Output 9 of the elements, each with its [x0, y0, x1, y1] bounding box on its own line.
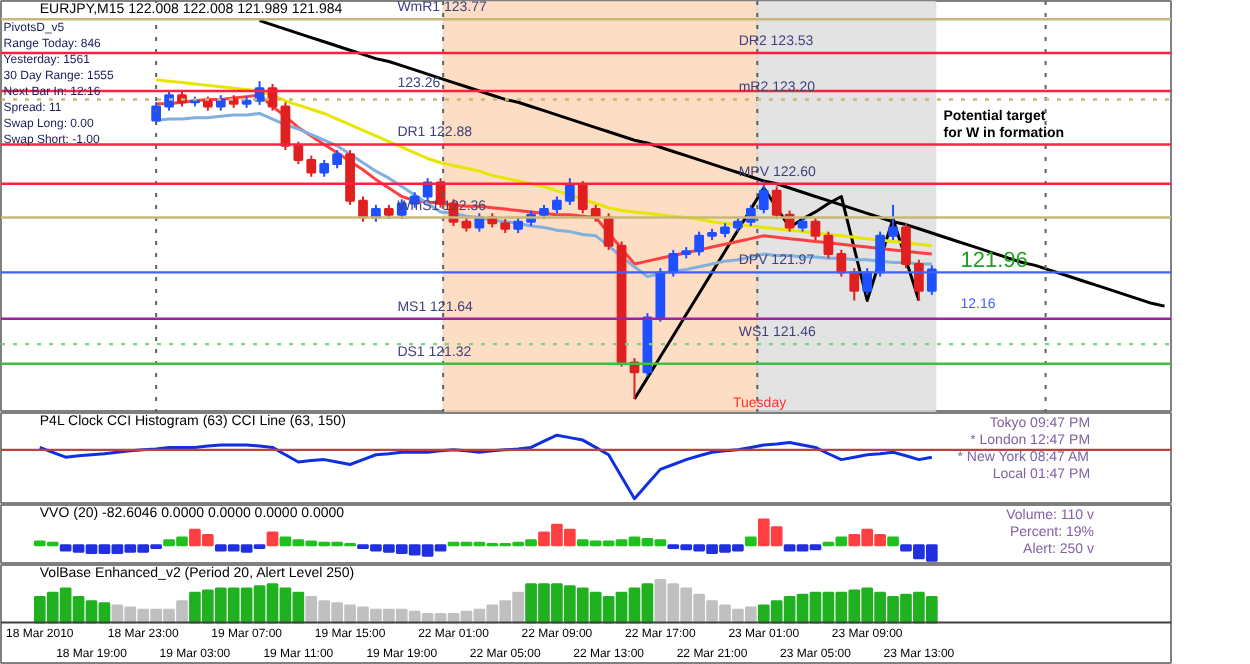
bar: [887, 536, 899, 547]
candlestick: [862, 267, 873, 296]
candlestick: [810, 216, 821, 242]
bar: [744, 536, 757, 547]
annotation: 121.96: [960, 248, 1028, 273]
candlestick: [332, 149, 343, 170]
bar: [266, 531, 279, 547]
candlestick: [849, 267, 860, 302]
candlestick: [655, 267, 666, 323]
